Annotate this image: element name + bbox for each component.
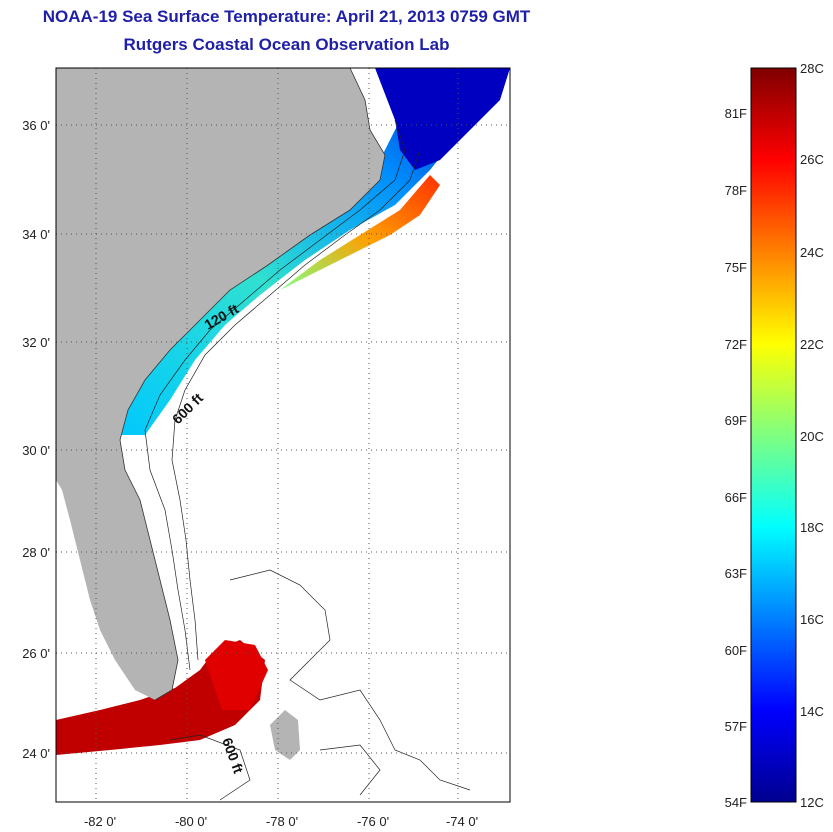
colorbar-fahrenheit-label: 66F	[725, 490, 747, 505]
colorbar-celsius-label: 28C	[800, 61, 824, 76]
colorbar-fahrenheit-label: 57F	[725, 719, 747, 734]
colorbar-fahrenheit-label: 78F	[725, 183, 747, 198]
lon-label: -82 0'	[84, 814, 116, 829]
lat-label: 34 0'	[22, 227, 50, 242]
colorbar-celsius-label: 26C	[800, 152, 824, 167]
lat-label: 26 0'	[22, 646, 50, 661]
lon-label: -74 0'	[446, 814, 478, 829]
contour-120ft	[144, 119, 406, 671]
coastline	[119, 68, 386, 701]
colorbar-celsius-label: 22C	[800, 337, 824, 352]
map-title: NOAA-19 Sea Surface Temperature: April 2…	[42, 7, 531, 26]
colorbar-celsius-label: 12C	[800, 795, 824, 810]
land-andros	[270, 710, 300, 760]
colorbar-fahrenheit-label: 54F	[725, 795, 747, 810]
colorbar-gradient	[750, 67, 797, 803]
lat-label: 30 0'	[22, 443, 50, 458]
lon-label: -78 0'	[266, 814, 298, 829]
graticule	[56, 68, 510, 802]
colorbar-fahrenheit-label: 63F	[725, 566, 747, 581]
colorbar-fahrenheit-label: 75F	[725, 260, 747, 275]
map-frame	[55, 67, 511, 803]
sst-gulf-stream	[280, 175, 440, 290]
land-mainland	[56, 68, 385, 700]
sst-cold-offshore	[375, 68, 510, 170]
sst-warm-bank	[205, 640, 268, 710]
contour-bank	[169, 734, 381, 801]
colorbar-fahrenheit-label: 81F	[725, 106, 747, 121]
colorbar-fahrenheit-label: 72F	[725, 337, 747, 352]
colorbar-celsius-label: 20C	[800, 429, 824, 444]
colorbar-fahrenheit-label: 69F	[725, 413, 747, 428]
contour-600ft	[171, 149, 421, 661]
sst-map: 120 ft 600 ft 600 ft 36 0' 34 0' 32 0' 3…	[22, 67, 511, 829]
temperature-colorbar: 28C 26C 24C 22C 20C 18C 16C 14C 12C 81F …	[725, 61, 824, 810]
colorbar-celsius-label: 18C	[800, 520, 824, 535]
map-subtitle: Rutgers Coastal Ocean Observation Lab	[123, 35, 450, 54]
lat-label: 32 0'	[22, 335, 50, 350]
lat-label: 24 0'	[22, 746, 50, 761]
lat-label: 28 0'	[22, 545, 50, 560]
colorbar-celsius-label: 16C	[800, 612, 824, 627]
colorbar-celsius-label: 14C	[800, 704, 824, 719]
colorbar-celsius-label: 24C	[800, 245, 824, 260]
contour-bahamas	[229, 569, 471, 791]
colorbar-fahrenheit-label: 60F	[725, 643, 747, 658]
lat-label: 36 0'	[22, 118, 50, 133]
lon-label: -80 0'	[175, 814, 207, 829]
lon-label: -76 0'	[357, 814, 389, 829]
